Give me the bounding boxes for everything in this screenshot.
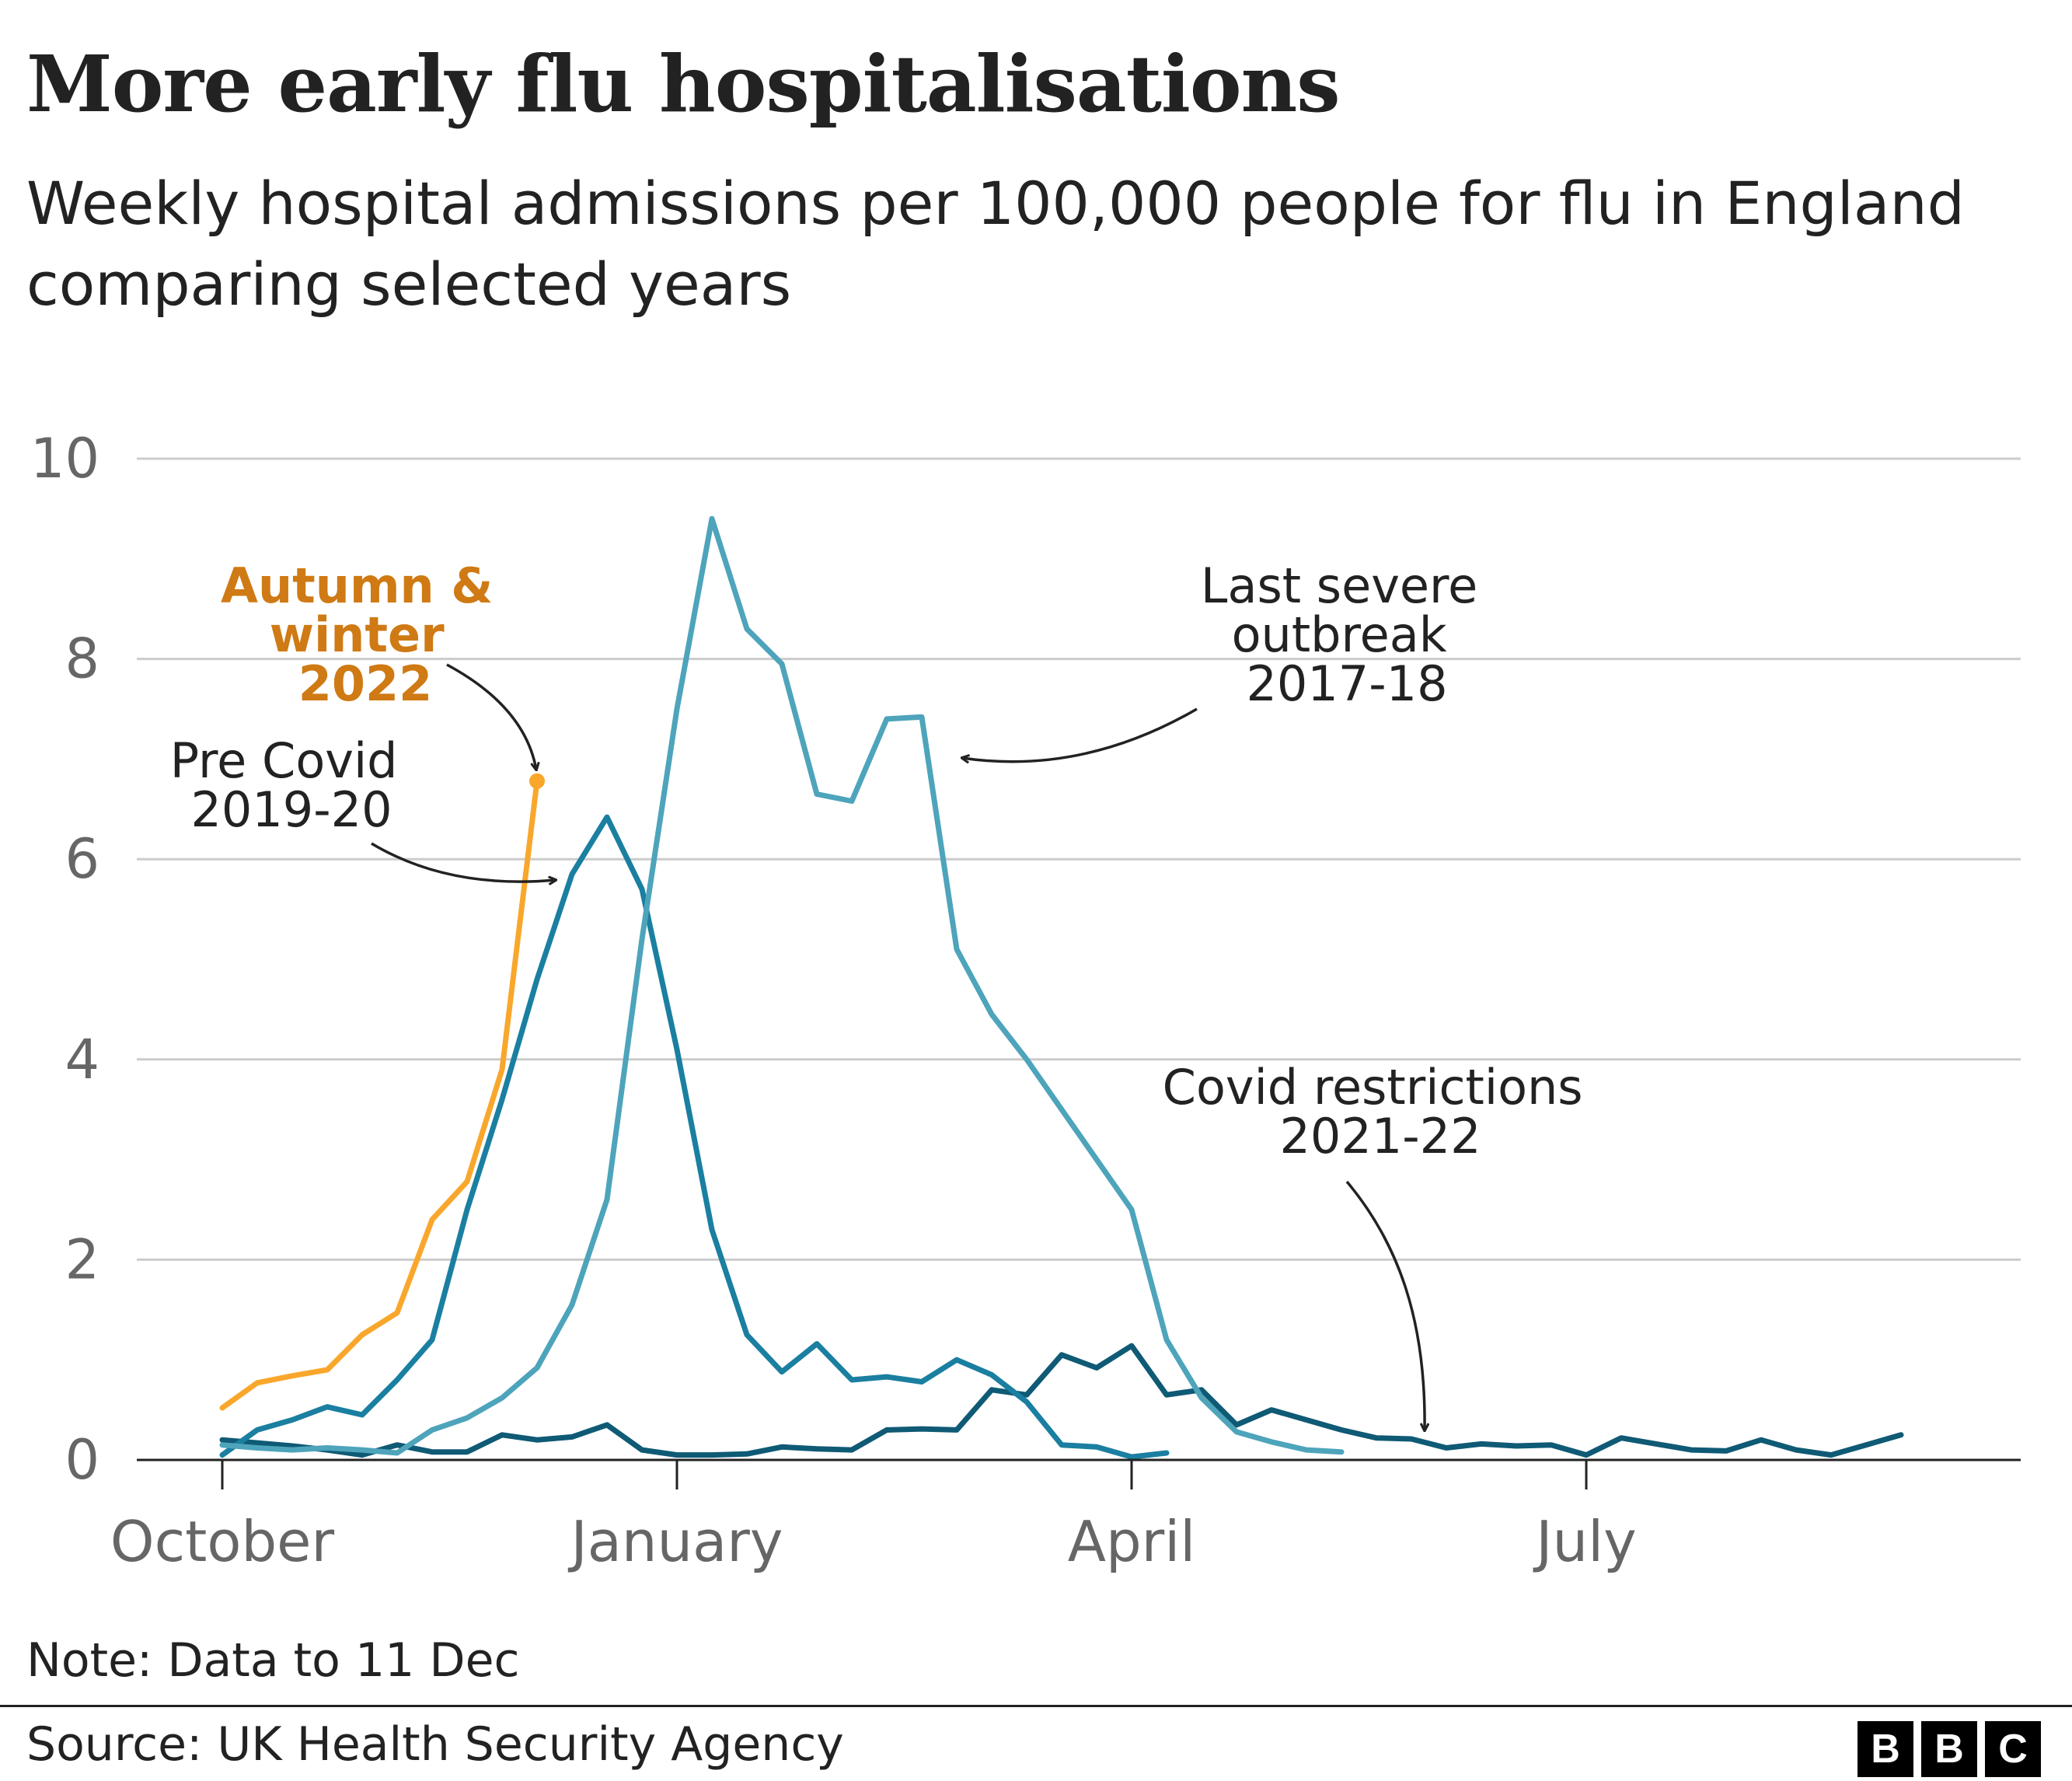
gridlines bbox=[137, 457, 2021, 1261]
x-tick-label: January bbox=[568, 1509, 783, 1574]
x-tick-label: July bbox=[1533, 1509, 1636, 1574]
footer-divider bbox=[0, 1705, 2072, 1707]
annotation-severe-line-2: outbreak bbox=[1232, 606, 1447, 663]
annotation-severe-outbreak: Last severe outbreak 2017-18 bbox=[1201, 557, 1493, 712]
annotation-autumn-line-3: 2022 bbox=[298, 655, 433, 712]
chart-subtitle: Weekly hospital admissions per 100,000 p… bbox=[26, 169, 1965, 319]
bbc-logo-letter: B bbox=[1921, 1721, 1977, 1777]
axes: 0 2 4 6 8 10 October January April July bbox=[30, 427, 2021, 1574]
y-tick-label: 0 bbox=[65, 1428, 99, 1492]
chart-note: Note: Data to 11 Dec bbox=[26, 1633, 520, 1688]
annotation-autumn-line-1: Autumn & bbox=[221, 557, 493, 614]
annotation-severe-line-3: 2017-18 bbox=[1246, 655, 1447, 712]
annotation-severe-arrow bbox=[962, 707, 1198, 762]
series-line-2 bbox=[219, 515, 1345, 1456]
annotation-autumn-line-2: winter bbox=[270, 606, 445, 663]
y-tick-label: 4 bbox=[65, 1028, 99, 1091]
series-line-1 bbox=[219, 814, 1170, 1460]
annotation-covid-restrictions: Covid restrictions 2021-22 bbox=[1163, 1059, 1599, 1165]
source-credit: Source: UK Health Security Agency bbox=[26, 1717, 844, 1772]
annotation-autumn-2022: Autumn & winter 2022 bbox=[221, 557, 510, 712]
x-tick-label: April bbox=[1068, 1509, 1196, 1574]
annotation-severe-line-1: Last severe bbox=[1201, 557, 1477, 614]
bbc-logo-letter: C bbox=[1985, 1721, 2041, 1777]
y-tick-label: 6 bbox=[65, 827, 99, 891]
annotation-covid-line-2: 2021-22 bbox=[1279, 1108, 1481, 1165]
y-tick-label: 2 bbox=[65, 1227, 99, 1291]
series-lines bbox=[219, 515, 1904, 1460]
annotation-covid-line-1: Covid restrictions bbox=[1163, 1059, 1583, 1116]
bbc-logo: B B C bbox=[1857, 1721, 2041, 1777]
annotations: Autumn & winter 2022 Pre Covid 2019-20 L… bbox=[170, 557, 1599, 1430]
series-line-0 bbox=[219, 1343, 1904, 1458]
y-tick-label: 10 bbox=[30, 427, 99, 491]
chart-title: More early flu hospitalisations bbox=[26, 38, 1341, 130]
annotation-pre-covid-line-2: 2019-20 bbox=[190, 781, 392, 838]
annotation-autumn-arrow bbox=[446, 663, 536, 770]
y-tick-label: 8 bbox=[65, 627, 99, 691]
line-chart: 0 2 4 6 8 10 October January April July Autumn & … bbox=[30, 427, 2021, 1574]
annotation-pre-covid: Pre Covid 2019-20 bbox=[170, 732, 413, 838]
latest-data-point bbox=[529, 773, 545, 789]
annotation-pre-covid-line-1: Pre Covid bbox=[170, 732, 398, 789]
bbc-logo-letter: B bbox=[1857, 1721, 1913, 1777]
annotation-pre-covid-arrow bbox=[371, 842, 556, 882]
series-line-3 bbox=[219, 778, 540, 1411]
x-tick-label: October bbox=[110, 1509, 335, 1574]
annotation-covid-arrow bbox=[1345, 1180, 1425, 1430]
